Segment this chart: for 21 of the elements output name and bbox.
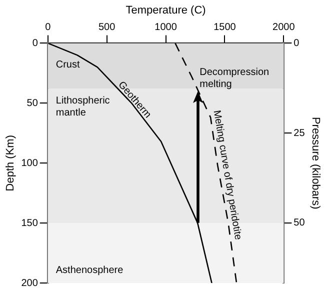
x-tick-label: 500	[98, 22, 116, 33]
y-tick-label: 100	[21, 158, 38, 169]
y-tick-label: 50	[26, 98, 38, 109]
x-axis-title: Temperature (C)	[126, 4, 206, 17]
y2-tick-label: 50	[294, 218, 306, 229]
band-label: Asthenosphere	[56, 264, 124, 276]
y-tick-label: 150	[21, 218, 38, 229]
y2-tick-label: 25	[294, 128, 306, 139]
y-tick-label: 0	[32, 38, 38, 49]
text: Melting curve of dry peridotite	[210, 110, 244, 242]
annotation: Decompression melting	[200, 66, 270, 90]
y2-axis-title: Pressure (kilobars)	[309, 116, 322, 210]
x-tick-label: 1000	[154, 22, 178, 33]
y2-tick-label: 0	[294, 38, 300, 49]
y-tick-label: 200	[21, 278, 38, 289]
y-axis-title: Depth (Km)	[4, 134, 17, 192]
x-tick-label: 1500	[214, 22, 236, 33]
x-tick-label: 0	[45, 22, 52, 33]
band-label: Lithospheric mantle	[56, 96, 110, 119]
x-tick-label: 2000	[272, 22, 296, 33]
band-label: Crust	[56, 60, 80, 71]
